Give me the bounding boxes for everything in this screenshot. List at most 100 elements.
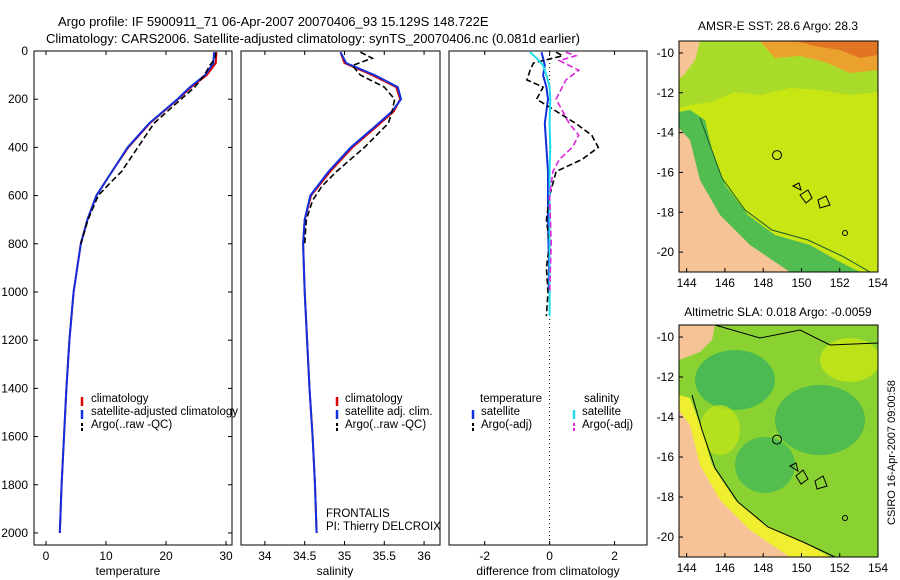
creator-timestamp: CSIRO 16-Apr-2007 09:00:58 [886,380,898,525]
land-australia [679,410,790,557]
x-tick-label: 34 [258,549,272,563]
lat-tick-label: -14 [657,126,675,140]
x-tick-label: 36 [417,549,431,563]
land-australia [679,128,790,272]
lon-tick-label: 150 [791,276,811,290]
lat-tick-label: -10 [657,330,675,344]
lon-tick-label: 146 [715,276,735,290]
legend-group-title-salinity: salinity [584,393,619,405]
series-line-salinity-argo-adj [548,51,581,293]
sla-high-patch [700,405,740,455]
land-new-guinea [679,41,700,78]
sla-high-patch [820,338,878,382]
lat-tick-label: -20 [657,245,675,259]
float-name: FRONTALIS [326,508,390,520]
y-tick-label: 600 [8,189,28,203]
sst-hot-patch [795,41,878,58]
series-line-salinity-satellite [529,51,552,317]
lon-tick-label: 152 [830,276,850,290]
series-line-satellite-adj-clim [302,51,403,534]
sla-island [842,515,848,521]
difference-xlabel: difference from climatology [476,564,619,578]
lat-tick-label: -18 [657,205,675,219]
difference-legend: temperature satellite Argo(-adj) salinit… [471,393,633,432]
sla-coastline [714,325,878,346]
series-line-argo-raw-qc [303,51,396,244]
lon-tick-label: 144 [677,561,697,575]
salinity-legend: climatology satellite adj. clim. Argo(..… [335,393,433,432]
lat-tick-label: -18 [657,490,675,504]
y-tick-label: 1800 [1,478,28,492]
lon-tick-label: 144 [677,276,697,290]
x-tick-label: 0 [546,549,553,563]
x-tick-label: 2 [611,549,618,563]
argo-position-marker [772,434,783,445]
lat-tick-label: -16 [657,165,675,179]
x-tick-label: 10 [99,549,113,563]
sst-reefs [791,182,831,209]
land-new-guinea [679,325,715,360]
sst-island [842,230,848,236]
x-tick-label: 34.5 [293,549,317,563]
sla-bathymetry-contour [691,394,836,557]
y-tick-label: 200 [8,92,28,106]
sst-map-title: AMSR-E SST: 28.6 Argo: 28.3 [698,19,858,33]
legend-label: Argo(-adj) [582,419,633,431]
salinity-xlabel: salinity [317,564,354,578]
lon-tick-label: 146 [715,561,735,575]
series-line-satellite-adjusted-climatology [58,52,215,534]
sla-low-patch [695,350,775,410]
temperature-legend: climatology satellite-adjusted climatolo… [80,393,238,432]
lon-tick-label: 150 [791,561,811,575]
legend-label: satellite [481,406,520,418]
legend-label: satellite [582,406,621,418]
pi-name: PI: Thierry DELCROIX [326,521,441,533]
lat-tick-label: -14 [657,410,675,424]
legend-label: Argo(..raw -QC) [91,419,172,431]
lon-tick-label: 148 [753,276,773,290]
y-tick-label: 800 [8,237,28,251]
lat-tick-label: -10 [657,46,675,60]
x-tick-label: 35 [338,549,352,563]
sla-reefs [788,462,828,490]
lon-tick-label: 154 [868,561,888,575]
lon-tick-label: 154 [868,276,888,290]
sla-map-title: Altimetric SLA: 0.018 Argo: -0.0059 [684,305,872,319]
x-tick-label: 0 [43,549,50,563]
title-line-1: Argo profile: IF 5900911_71 06-Apr-2007 … [58,14,489,29]
sst-map: -10 -12 -14 -16 -18 -20 144 146 148 150 152 154 [657,40,888,290]
legend-label: Argo(-adj) [481,419,532,431]
title-line-2: Climatology: CARS2006. Satellite-adjuste… [46,31,580,46]
lon-tick-label: 148 [753,561,773,575]
y-tick-label: 2000 [1,526,28,540]
y-tick-label: 1200 [1,333,28,347]
y-tick-label: 1400 [1,381,28,395]
lat-tick-label: -20 [657,530,675,544]
x-tick-label: -2 [479,549,490,563]
temperature-xlabel: temperature [96,564,161,578]
y-tick-label: 1600 [1,430,28,444]
legend-group-title-temperature: temperature [480,393,542,405]
legend-label: Argo(..raw -QC) [345,419,426,431]
legend-label: satellite adj. clim. [345,406,433,418]
sla-map: -10 -12 -14 -16 -18 -20 144 146 148 150 152 154 [657,324,888,575]
argo-position-marker [772,150,783,161]
legend-label: climatology [91,393,149,405]
lat-tick-label: -12 [657,370,675,384]
lat-tick-label: -12 [657,86,675,100]
x-tick-label: 30 [219,549,233,563]
y-tick-label: 0 [21,44,28,58]
legend-label: satellite-adjusted climatology [91,406,238,418]
lon-tick-label: 152 [830,561,850,575]
legend-label: climatology [345,393,403,405]
y-tick-label: 1000 [1,285,28,299]
sst-bathymetry-contour [699,117,871,272]
x-tick-label: 35.5 [373,549,397,563]
salinity-panel: 34 34.5 35 35.5 36 salinity climatology sate… [240,50,441,578]
lat-tick-label: -16 [657,450,675,464]
sla-low-patch [735,437,795,493]
sla-low-patch [775,385,865,455]
x-tick-label: 20 [159,549,173,563]
